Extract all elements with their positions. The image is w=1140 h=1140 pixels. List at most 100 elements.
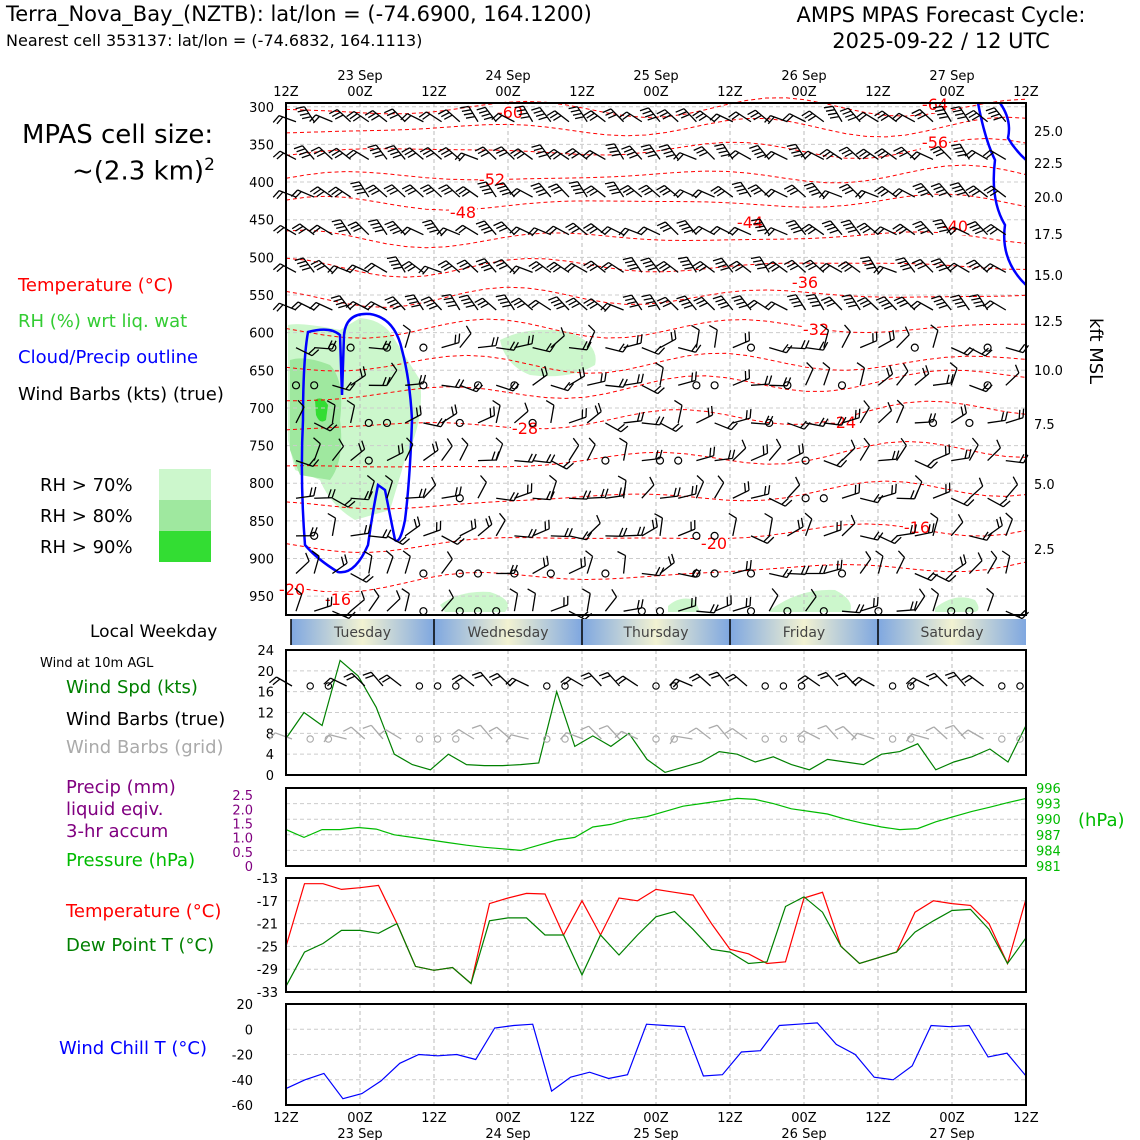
- wind-barb: [531, 144, 552, 160]
- wind-barb: [805, 362, 814, 386]
- wind-barb: [402, 324, 411, 348]
- wind-barb: [950, 294, 970, 311]
- legend-cloud: Cloud/Precip outline: [18, 347, 199, 368]
- temp-tick-label: -33: [257, 986, 278, 1001]
- wind-barb: [327, 512, 337, 536]
- calm-wind-grid-marker: [306, 735, 314, 743]
- calm-wind-marker: [364, 418, 373, 428]
- wind-barb: [423, 441, 439, 462]
- wind-barb: [859, 437, 871, 461]
- calm-wind-grid-marker: [797, 735, 806, 743]
- pressure-line: [285, 797, 1027, 852]
- wind-barb: [583, 298, 606, 311]
- wind-barb: [877, 402, 893, 424]
- dewpoint-label: Dew Point T (°C): [66, 935, 215, 956]
- wind-barb: [950, 404, 968, 424]
- wind-barb: [350, 440, 366, 462]
- wind-barb: [384, 220, 406, 236]
- wind-barb: [564, 262, 588, 273]
- wind-barb: [532, 519, 550, 537]
- wind-barb: [732, 560, 752, 575]
- wind-tick-label: 8: [266, 727, 274, 742]
- wind-barb: [709, 225, 734, 236]
- pressure-tick-label: 600: [249, 327, 274, 342]
- surface-wind-barb: [905, 677, 930, 687]
- wind-barb: [839, 107, 861, 123]
- weekday-label: Thursday: [622, 625, 688, 641]
- wind-barb: [783, 259, 807, 273]
- wind-barb: [746, 299, 770, 311]
- wind-barb: [546, 110, 570, 123]
- surface-wind-barb: [708, 671, 730, 687]
- wind-barb: [548, 183, 570, 198]
- wind-barb: [783, 184, 807, 198]
- pressure-tick-label: 750: [249, 440, 274, 455]
- calm-wind-marker: [801, 494, 810, 503]
- wind-barb: [859, 400, 870, 424]
- wind-barb: [384, 108, 406, 123]
- temperature-label: -64: [922, 95, 948, 114]
- wind-barb: [727, 150, 752, 160]
- bottom-time-tick: 00Z: [495, 1111, 521, 1126]
- wind-barb: [841, 294, 861, 311]
- wind-barb: [968, 437, 979, 461]
- calm-wind-marker: [837, 569, 847, 578]
- pressure-tick-label: 990: [1036, 813, 1061, 828]
- wind-barb: [350, 181, 370, 198]
- surface-wind-barb: [471, 671, 493, 687]
- calm-wind-marker: [670, 682, 678, 690]
- pressure-unit-label: (hPa): [1078, 810, 1125, 831]
- wind-barb: [821, 220, 843, 236]
- precip-label-2: liquid eqiv.: [66, 799, 164, 820]
- wind-barb: [295, 486, 317, 499]
- wind-barb: [677, 520, 696, 537]
- wind-barb: [345, 149, 370, 160]
- wind-barb: [768, 497, 793, 507]
- wind-barb: [659, 553, 675, 575]
- wind-barb: [818, 262, 843, 273]
- calm-wind-marker: [306, 682, 314, 690]
- surface-wind-barb-grid: [362, 724, 384, 740]
- bottom-time-tick: 12Z: [273, 1111, 299, 1126]
- wind-barb: [819, 148, 843, 160]
- wind-barb: [405, 488, 427, 499]
- pressure-tick-label: 550: [249, 289, 274, 304]
- wind-barb: [582, 149, 606, 160]
- rh80-label: RH > 80%: [40, 506, 133, 527]
- calm-wind-marker: [455, 569, 464, 578]
- calm-wind-marker: [783, 381, 792, 390]
- surface-wind-barb: [925, 672, 948, 687]
- wind-barb: [423, 520, 442, 537]
- wind-barb: [969, 531, 993, 541]
- wind-barb: [528, 261, 552, 273]
- wind-barb: [401, 147, 424, 160]
- wind-barb: [930, 512, 939, 537]
- wind-barb: [437, 109, 461, 123]
- wind-barb: [786, 476, 801, 499]
- wind-barb: [568, 340, 592, 351]
- wind-barb: [365, 184, 388, 198]
- rh70-swatch: [159, 469, 211, 500]
- calm-wind-marker: [837, 381, 847, 390]
- calm-wind-marker: [310, 381, 319, 390]
- wind-barb: [655, 260, 679, 273]
- wind-barb: [621, 145, 643, 160]
- wind-barb: [951, 448, 972, 462]
- bottom-time-tick: 00Z: [643, 1111, 669, 1126]
- wind-barb: [764, 114, 788, 125]
- kft-tick-label: 5.0: [1034, 478, 1055, 493]
- wind-barb: [837, 261, 861, 273]
- wind-barb: [441, 293, 461, 311]
- surface-wind-barb-grid: [960, 729, 984, 740]
- wind-barb: [309, 186, 333, 198]
- wind-barb: [896, 399, 905, 424]
- wind-barb: [676, 219, 697, 236]
- wind-barb: [494, 182, 515, 198]
- calm-wind-marker: [710, 531, 719, 540]
- wind-barb: [459, 437, 469, 461]
- wind-barb: [583, 110, 606, 123]
- surface-wind-barb: [851, 676, 875, 687]
- wind-speed-label: Wind Spd (kts): [66, 677, 198, 698]
- wind-barb: [294, 587, 303, 612]
- weekday-label: Tuesday: [333, 625, 391, 641]
